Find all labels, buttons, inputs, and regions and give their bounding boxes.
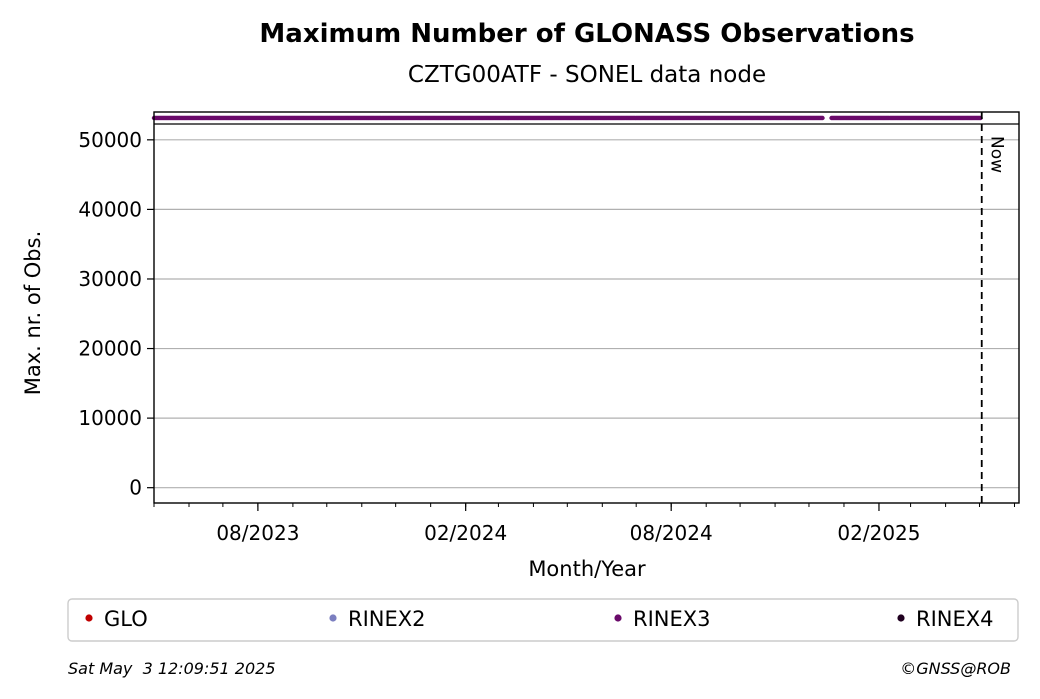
x-tick-label: 02/2024 xyxy=(424,521,507,545)
chart-subtitle: CZTG00ATF - SONEL data node xyxy=(408,62,766,88)
legend: GLO RINEX2 RINEX3 RINEX4 xyxy=(85,607,994,631)
y-tick-label: 10000 xyxy=(78,406,142,430)
now-label: Now xyxy=(987,136,1007,173)
y-axis-ticks: 0 10000 20000 30000 40000 50000 xyxy=(78,128,154,500)
rinex3-band xyxy=(151,115,983,121)
legend-marker-rinex2 xyxy=(329,614,337,622)
legend-label-rinex3: RINEX3 xyxy=(633,607,711,631)
legend-label-rinex4: RINEX4 xyxy=(916,607,994,631)
y-tick-label: 50000 xyxy=(78,128,142,152)
legend-marker-glo xyxy=(85,614,93,622)
legend-label-glo: GLO xyxy=(104,607,148,631)
x-tick-label: 08/2024 xyxy=(630,521,713,545)
y-tick-label: 30000 xyxy=(78,267,142,291)
y-tick-label: 20000 xyxy=(78,337,142,361)
y-axis-label: Max. nr. of Obs. xyxy=(21,231,45,396)
y-tick-label: 0 xyxy=(129,476,142,500)
chart-title: Maximum Number of GLONASS Observations xyxy=(259,19,914,49)
footer-timestamp: Sat May 3 12:09:51 2025 xyxy=(68,659,276,678)
footer-copyright: ©GNSS@ROB xyxy=(900,659,1011,678)
rinex3-point xyxy=(820,115,825,121)
plot-frame xyxy=(153,111,1020,504)
now-marker: Now xyxy=(980,112,1007,503)
grid-lines xyxy=(154,139,1019,489)
legend-label-rinex2: RINEX2 xyxy=(348,607,426,631)
x-tick-label: 08/2023 xyxy=(216,521,299,545)
legend-box xyxy=(67,598,1019,642)
x-axis-label: Month/Year xyxy=(528,557,646,581)
legend-marker-rinex3 xyxy=(614,614,622,622)
x-tick-label: 02/2025 xyxy=(837,521,920,545)
x-axis-ticks: 08/2023 02/2024 08/2024 02/2025 xyxy=(153,503,1015,545)
legend-marker-rinex4 xyxy=(897,614,905,622)
y-tick-label: 40000 xyxy=(78,197,142,221)
